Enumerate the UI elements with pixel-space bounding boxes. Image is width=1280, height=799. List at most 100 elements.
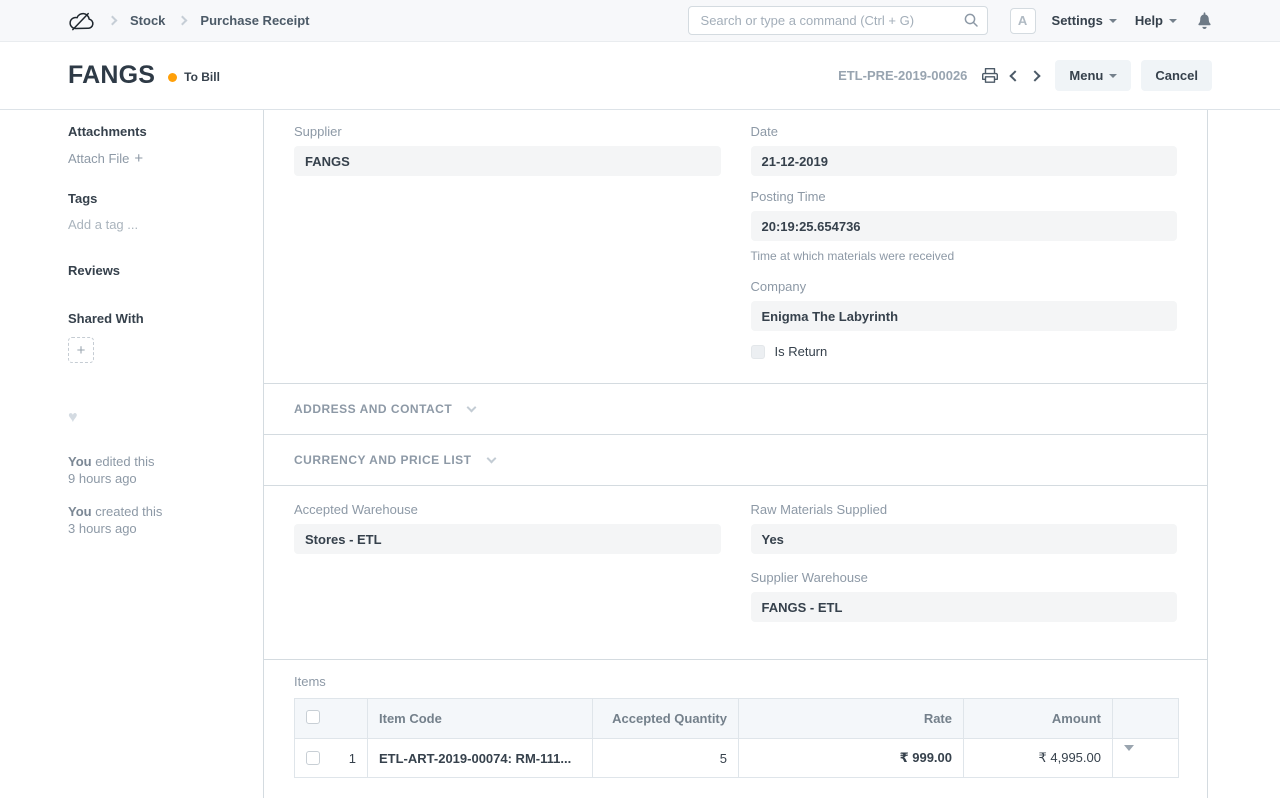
form-sidebar: Attachments Attach File + Tags Add a tag… <box>0 110 263 798</box>
reviews-heading: Reviews <box>68 263 121 278</box>
status-badge: To Bill <box>184 70 220 84</box>
posting-time-label: Posting Time <box>750 189 826 204</box>
warehouse-section: Accepted Warehouse Stores - ETL Raw Mate… <box>264 486 1207 660</box>
supplier-warehouse-label: Supplier Warehouse <box>750 570 868 585</box>
amount-cell[interactable]: ₹ 4,995.00 <box>963 738 1113 778</box>
help-dropdown[interactable]: Help <box>1135 13 1177 28</box>
warehouse-left-column: Accepted Warehouse Stores - ETL <box>294 502 721 635</box>
rate-cell[interactable]: ₹ 999.00 <box>738 738 964 778</box>
settings-dropdown[interactable]: Settings <box>1052 13 1117 28</box>
page-header: FANGS To Bill ETL-PRE-2019-00026 Menu Ca… <box>0 42 1280 110</box>
date-value: 21-12-2019 <box>761 153 829 169</box>
tags-section: Tags Add a tag ... <box>68 191 239 232</box>
attach-file-label: Attach File <box>68 151 130 166</box>
warehouse-right-column: Raw Materials Supplied Yes Supplier Ware… <box>750 502 1177 635</box>
breadcrumb-stock[interactable]: Stock <box>130 13 166 28</box>
search-input[interactable] <box>687 6 988 35</box>
row-index[interactable]: 1 <box>348 750 356 766</box>
user-avatar[interactable]: A <box>1009 7 1036 34</box>
item-code-cell[interactable]: ETL-ART-2019-00074: RM-111... <box>367 738 593 778</box>
accepted-warehouse-field: Accepted Warehouse Stores - ETL <box>294 502 721 554</box>
section-address-and-contact[interactable]: ADDRESS AND CONTACT <box>264 384 1207 435</box>
column-amount: Amount <box>963 698 1113 739</box>
chevron-down-icon <box>466 402 477 413</box>
settings-label: Settings <box>1051 13 1103 28</box>
menu-button-label: Menu <box>1069 68 1104 83</box>
cancel-button[interactable]: Cancel <box>1141 60 1212 91</box>
attach-file-button[interactable]: Attach File + <box>68 150 143 167</box>
supplier-input[interactable]: FANGS <box>294 146 721 176</box>
activity-time: 9 hours ago <box>68 471 137 486</box>
breadcrumb-purchase-receipt[interactable]: Purchase Receipt <box>200 13 310 28</box>
items-grid: Item Code Accepted Quantity Rate Amount <box>294 698 1179 778</box>
activity-actor: You <box>68 454 92 469</box>
like-heart-icon[interactable]: ♥ <box>68 409 78 426</box>
avatar-initial: A <box>1017 13 1028 28</box>
row-menu-cell <box>1112 738 1179 778</box>
navbar: Stock Purchase Receipt A Settings Help <box>0 0 1280 42</box>
items-grid-row: 1 ETL-ART-2019-00074: RM-111... 5 ₹ 999.… <box>294 738 1179 778</box>
section-currency-and-price-list[interactable]: CURRENCY AND PRICE LIST <box>264 435 1207 486</box>
global-search <box>687 6 988 35</box>
select-all-checkbox[interactable] <box>306 710 320 724</box>
add-tag-input[interactable]: Add a tag ... <box>68 217 139 232</box>
notifications-bell-icon[interactable] <box>1197 12 1212 29</box>
right-gutter <box>1208 110 1280 798</box>
row-select-cell: 1 <box>294 738 368 778</box>
column-accepted-quantity: Accepted Quantity <box>592 698 739 739</box>
breadcrumb-chevron-icon <box>177 15 188 26</box>
attachments-section: Attachments Attach File + <box>68 124 239 167</box>
shared-with-section: Shared With + <box>68 311 239 363</box>
print-icon[interactable] <box>981 67 999 84</box>
raw-materials-supplied-label: Raw Materials Supplied <box>750 502 888 517</box>
row-dropdown-icon[interactable] <box>1124 744 1134 766</box>
select-all-cell <box>294 698 368 739</box>
page-title: FANGS <box>68 61 156 89</box>
share-add-button[interactable]: + <box>68 337 94 363</box>
document-id: ETL-PRE-2019-00026 <box>838 68 968 83</box>
accepted-warehouse-input[interactable]: Stores - ETL <box>294 524 721 554</box>
chevron-down-icon <box>486 453 496 464</box>
supplier-warehouse-input[interactable]: FANGS - ETL <box>750 592 1177 622</box>
raw-materials-supplied-field: Raw Materials Supplied Yes <box>750 502 1177 554</box>
next-document-icon[interactable] <box>1029 69 1042 82</box>
menu-button[interactable]: Menu <box>1055 60 1132 91</box>
accepted-warehouse-value: Stores - ETL <box>305 531 382 547</box>
address-contact-label: ADDRESS AND CONTACT <box>294 402 453 416</box>
supplier-label: Supplier <box>294 124 342 139</box>
frappe-cloud-logo-icon[interactable] <box>68 10 95 31</box>
currency-price-list-label: CURRENCY AND PRICE LIST <box>294 453 472 467</box>
posting-time-description: Time at which materials were received <box>750 249 955 263</box>
company-label: Company <box>750 279 807 294</box>
cancel-button-label: Cancel <box>1155 68 1198 83</box>
column-row-menu <box>1112 698 1179 739</box>
activity-entry: You created this 3 hours ago <box>68 503 239 537</box>
activity-action: edited this <box>91 454 155 469</box>
date-field: Date 21-12-2019 <box>750 124 1177 176</box>
chevron-down-icon <box>1108 18 1117 23</box>
posting-time-input[interactable]: 20:19:25.654736 <box>750 211 1177 241</box>
activity-entry: You edited this 9 hours ago <box>68 453 239 487</box>
date-label: Date <box>750 124 778 139</box>
items-grid-header-row: Item Code Accepted Quantity Rate Amount <box>294 698 1179 739</box>
details-right-column: Date 21-12-2019 Posting Time 20:19:25.65… <box>750 124 1178 359</box>
is-return-label: Is Return <box>774 344 828 359</box>
page-actions: ETL-PRE-2019-00026 Menu Cancel <box>838 60 1212 91</box>
details-section: Supplier FANGS Date 21-12-2019 Pos <box>264 110 1207 384</box>
page-body: Attachments Attach File + Tags Add a tag… <box>0 110 1280 798</box>
previous-document-icon[interactable] <box>1009 69 1022 82</box>
accepted-warehouse-label: Accepted Warehouse <box>294 502 418 517</box>
plus-icon: + <box>134 150 144 167</box>
posting-time-field: Posting Time 20:19:25.654736 <box>750 189 1177 241</box>
is-return-checkbox[interactable]: Is Return <box>750 344 1178 359</box>
raw-materials-supplied-input[interactable]: Yes <box>750 524 1177 554</box>
accepted-quantity-cell[interactable]: 5 <box>592 738 739 778</box>
company-input[interactable]: Enigma The Labyrinth <box>750 301 1177 331</box>
reviews-section: Reviews <box>68 263 239 278</box>
date-input[interactable]: 21-12-2019 <box>750 146 1177 176</box>
activity-time: 3 hours ago <box>68 521 137 536</box>
chevron-down-icon <box>1109 73 1118 78</box>
company-field: Company Enigma The Labyrinth <box>750 279 1177 331</box>
row-checkbox[interactable] <box>306 751 320 765</box>
